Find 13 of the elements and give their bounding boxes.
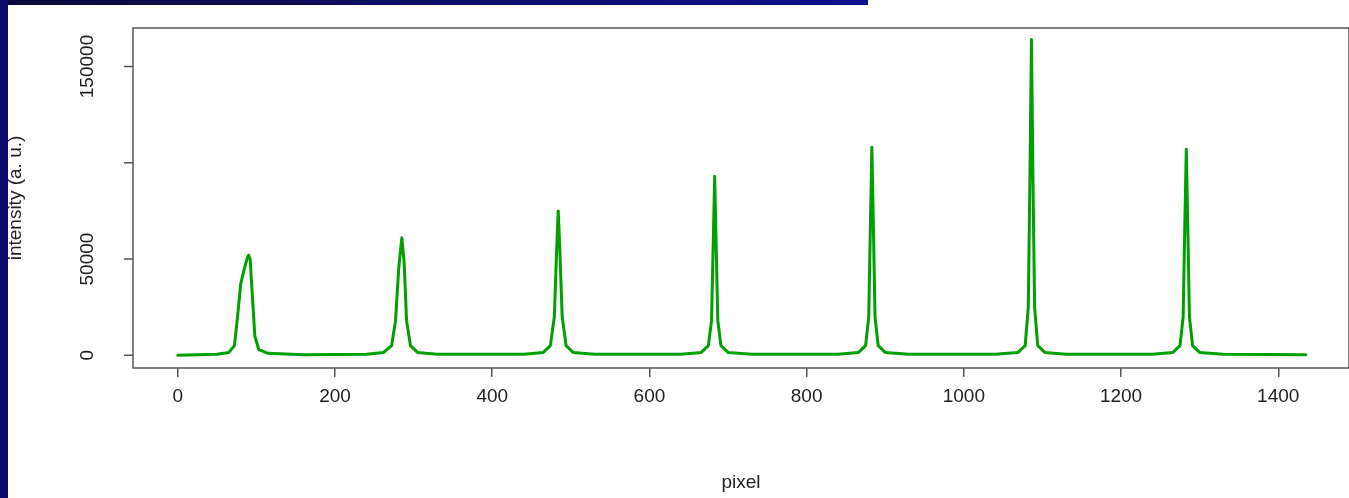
x-tick-label: 600 bbox=[633, 384, 666, 406]
x-tick-label: 0 bbox=[172, 384, 184, 406]
x-tick-label: 1400 bbox=[1257, 384, 1300, 406]
x-tick-label: 800 bbox=[790, 384, 823, 406]
y-tick-label: 150000 bbox=[76, 34, 98, 99]
x-tick-label: 1200 bbox=[1099, 384, 1143, 406]
x-tick-label: 200 bbox=[319, 384, 351, 406]
x-tick-label: 1000 bbox=[942, 384, 985, 406]
x-axis-title: pixel bbox=[721, 470, 761, 492]
y-axis-title: intensity (a. u.) bbox=[3, 135, 25, 261]
y-tick-label: 50000 bbox=[76, 232, 98, 286]
y-tick-label: 0 bbox=[76, 350, 98, 361]
x-tick-label: 400 bbox=[476, 384, 509, 406]
